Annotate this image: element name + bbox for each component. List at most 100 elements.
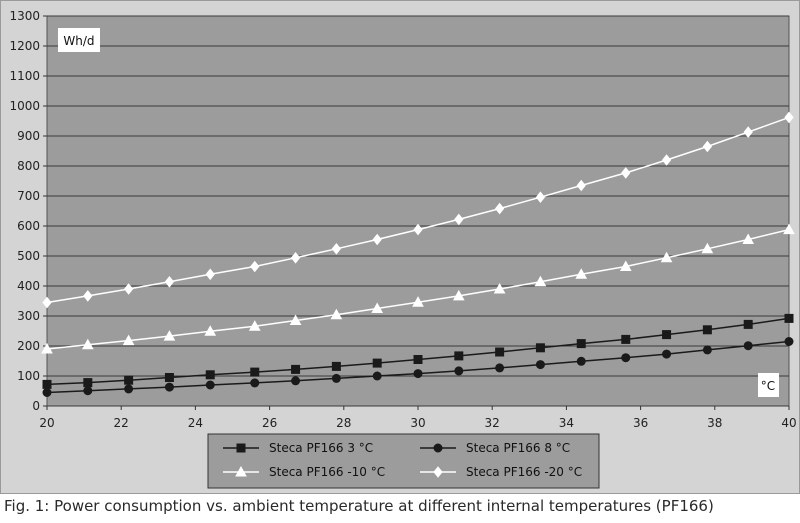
data-point: [621, 334, 631, 344]
data-point: [662, 330, 672, 340]
y-tick-label: 1100: [9, 69, 40, 83]
data-point: [331, 373, 341, 383]
data-point: [331, 242, 342, 255]
series-2: [42, 337, 794, 397]
data-point: [371, 302, 384, 313]
data-point: [494, 202, 505, 215]
data-point: [413, 223, 423, 236]
data-point: [743, 341, 753, 351]
y-tick-label: 400: [17, 279, 40, 293]
data-point: [412, 296, 424, 307]
data-point: [289, 314, 302, 325]
data-point: [534, 275, 547, 287]
data-point: [576, 179, 586, 192]
legend-label: Steca PF166 -10 °C: [269, 465, 385, 479]
data-point: [124, 375, 134, 385]
data-point: [290, 251, 301, 264]
data-point: [576, 339, 586, 349]
data-point: [41, 342, 53, 354]
legend-box: [207, 433, 600, 489]
data-point: [163, 330, 176, 341]
x-tick-label: 20: [39, 416, 54, 430]
data-point: [250, 260, 260, 273]
data-point: [783, 223, 795, 235]
data-point: [493, 282, 506, 294]
data-point: [742, 233, 755, 244]
data-point: [122, 334, 135, 346]
legend-swatch-marker: [433, 466, 443, 478]
legend-swatch-marker: [235, 465, 247, 477]
y-tick-label: 100: [17, 369, 40, 383]
x-tick-label: 24: [188, 416, 203, 430]
data-point: [454, 351, 464, 361]
x-tick-label: 26: [262, 416, 277, 430]
data-point: [81, 338, 94, 350]
data-point: [495, 347, 505, 357]
data-point: [784, 111, 794, 124]
data-point: [784, 313, 794, 323]
x-tick-label: 34: [559, 416, 574, 430]
data-point: [575, 268, 588, 279]
x-axis-label: °C: [761, 379, 775, 393]
y-tick-label: 500: [17, 249, 40, 263]
data-point: [372, 371, 382, 381]
plot-area: [46, 15, 790, 407]
data-point: [454, 366, 464, 376]
data-point: [535, 360, 545, 370]
legend-label: Steca PF166 3 °C: [269, 441, 373, 455]
data-point: [250, 367, 260, 377]
data-point: [535, 343, 545, 353]
y-tick-label: 600: [17, 219, 40, 233]
data-point: [291, 376, 301, 386]
legend-swatch-marker: [433, 443, 443, 453]
data-point: [413, 355, 423, 364]
series-1: [42, 313, 794, 389]
data-point: [743, 319, 753, 329]
data-point: [702, 140, 713, 153]
data-point: [205, 268, 215, 281]
legend-item: Steca PF166 -10 °C: [223, 465, 385, 479]
data-point: [164, 382, 174, 392]
legend-swatch-marker: [236, 443, 246, 453]
x-tick-label: 32: [485, 416, 500, 430]
x-tick-label: 36: [633, 416, 648, 430]
legend-item: Steca PF166 3 °C: [223, 441, 373, 455]
data-point: [204, 325, 217, 336]
data-point: [576, 356, 586, 366]
legend-label: Steca PF166 8 °C: [466, 441, 570, 455]
x-axis-label-box: [758, 373, 779, 397]
legend: Steca PF166 3 °C Steca PF166 8 °C Steca PF…: [207, 433, 600, 489]
data-point: [164, 373, 174, 382]
data-point: [535, 191, 546, 204]
data-point: [291, 364, 301, 374]
data-point: [83, 378, 93, 388]
y-tick-label: 0: [32, 399, 40, 413]
data-point: [701, 242, 714, 254]
data-point: [662, 349, 672, 359]
line-chart: 0 100 200 300 400 500 600 700 800 900 1000 1100 1200…: [9, 9, 797, 489]
data-point: [495, 363, 505, 373]
data-point: [452, 289, 465, 301]
y-tick-label: 300: [17, 309, 40, 323]
y-tick-label: 1000: [9, 99, 40, 113]
y-axis-label: Wh/d: [63, 34, 94, 48]
data-point: [621, 167, 631, 179]
x-tick-label: 38: [707, 416, 722, 430]
data-point: [123, 283, 134, 295]
data-point: [330, 308, 343, 320]
series-4: [42, 111, 794, 309]
data-point: [702, 345, 712, 355]
data-point: [83, 386, 93, 396]
data-point: [248, 320, 261, 331]
y-tick-label: 900: [17, 129, 40, 143]
data-point: [454, 213, 464, 226]
x-tick-label: 30: [410, 416, 425, 430]
data-point: [42, 388, 52, 397]
data-point: [619, 260, 632, 271]
figure-caption: Fig. 1: Power consumption vs. ambient te…: [4, 497, 714, 515]
data-point: [205, 380, 215, 390]
data-point: [661, 154, 672, 166]
data-point: [164, 275, 175, 288]
data-point: [331, 361, 341, 371]
y-tick-label: 200: [17, 339, 40, 353]
